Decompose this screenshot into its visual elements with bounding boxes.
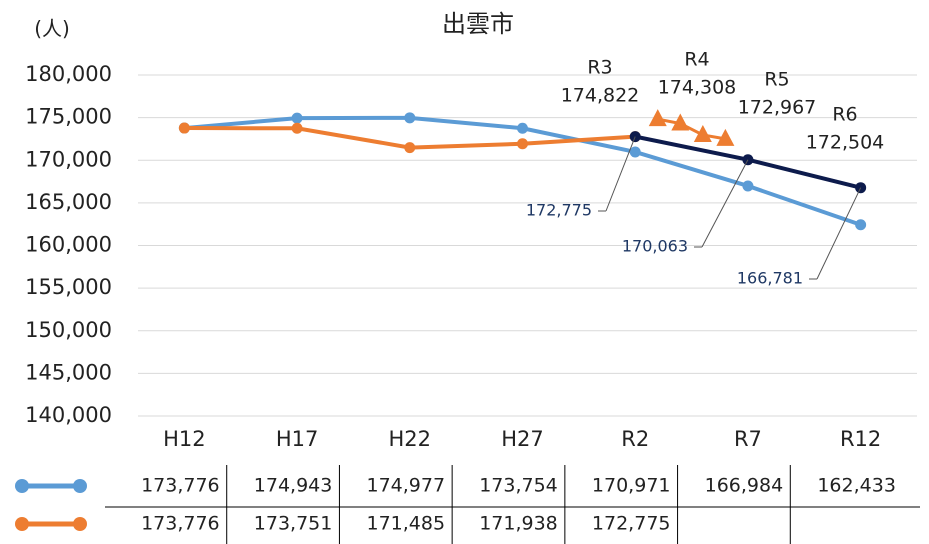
point-value-label: 172,504 <box>806 132 885 154</box>
point <box>517 138 528 150</box>
point <box>855 219 867 231</box>
point <box>629 146 641 158</box>
series-line <box>657 117 726 141</box>
triangle-marker <box>693 124 712 142</box>
point-year-label: R6 <box>832 104 857 126</box>
legend-swatch-dot <box>73 517 87 531</box>
point-year-label: R3 <box>587 57 612 79</box>
triangle-marker <box>671 113 690 131</box>
point-year-label: R5 <box>764 69 789 91</box>
point <box>404 142 416 154</box>
x-tick-label: H17 <box>276 427 319 451</box>
point <box>291 112 303 124</box>
annotation-label: 172,775 <box>526 201 592 220</box>
y-tick-label: 160,000 <box>25 233 112 257</box>
table-cell: 170,971 <box>592 475 671 497</box>
x-tick-label: H22 <box>389 427 432 451</box>
y-tick-label: 175,000 <box>25 105 112 129</box>
annotation-label: 166,781 <box>737 269 803 288</box>
y-tick-label: 150,000 <box>25 318 112 342</box>
leader-line <box>605 136 636 212</box>
table-cell: 174,977 <box>366 475 445 497</box>
x-tick-label: R12 <box>840 427 881 451</box>
y-tick-label: 165,000 <box>25 190 112 214</box>
legend-swatch-dot <box>15 479 29 493</box>
triangle-marker <box>716 128 735 146</box>
table-cell: 174,943 <box>254 475 333 497</box>
y-tick-label: 180,000 <box>25 62 112 86</box>
triangle-marker <box>648 109 667 127</box>
y-tick-label: 145,000 <box>25 360 112 384</box>
point <box>742 180 754 192</box>
x-tick-label: H12 <box>163 427 206 451</box>
point <box>404 112 416 124</box>
point-year-label: R4 <box>684 49 709 71</box>
x-tick-label: R2 <box>621 427 649 451</box>
point <box>178 122 190 134</box>
table-cell: 173,751 <box>254 513 333 535</box>
table-cell: 171,938 <box>479 513 558 535</box>
table-cell: 166,984 <box>705 475 784 497</box>
series-line <box>184 115 862 227</box>
chart-title: 出雲市 <box>442 10 514 38</box>
table-cell: 171,485 <box>366 513 445 535</box>
annotation-label: 170,063 <box>622 237 688 256</box>
x-tick-label: R7 <box>734 427 762 451</box>
table-cell: 173,776 <box>141 475 220 497</box>
table-cell: 173,754 <box>479 475 558 497</box>
point <box>291 122 303 134</box>
point-value-label: 172,967 <box>738 97 817 119</box>
y-tick-label: 170,000 <box>25 147 112 171</box>
table-cell: 173,776 <box>141 513 220 535</box>
point <box>517 122 528 134</box>
leader-line <box>701 159 749 248</box>
table-cell: 172,775 <box>592 513 671 535</box>
legend-swatch-dot <box>73 479 87 493</box>
y-tick-label: 140,000 <box>25 403 112 427</box>
point-value-label: 174,822 <box>561 85 640 107</box>
point-value-label: 174,308 <box>658 77 737 99</box>
legend-swatch-dot <box>15 517 29 531</box>
y-tick-label: 155,000 <box>25 275 112 299</box>
x-tick-label: H27 <box>501 427 544 451</box>
leader-line <box>816 187 862 280</box>
y-axis-label: (人) <box>34 17 70 41</box>
table-cell: 162,433 <box>817 475 896 497</box>
